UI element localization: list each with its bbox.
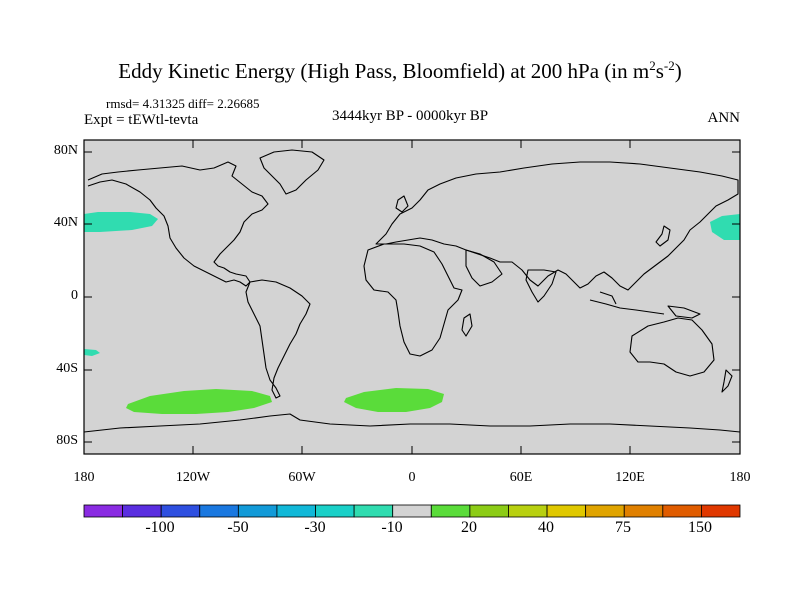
coastline-greenland bbox=[259, 149, 325, 195]
coastline-india bbox=[525, 269, 557, 303]
colorbar-label: 20 bbox=[461, 519, 477, 536]
lat-tick-label: 40S bbox=[56, 361, 78, 376]
coastline-north-america bbox=[87, 161, 269, 287]
colorbar-box bbox=[585, 504, 625, 518]
colorbar-label: 150 bbox=[688, 519, 712, 536]
colorbar-box bbox=[701, 504, 741, 518]
period-label: 3444kyr BP - 0000kyr BP bbox=[331, 108, 489, 124]
coastline-japan bbox=[655, 225, 671, 247]
colorbar-box bbox=[315, 504, 355, 518]
lat-tick-label: 80N bbox=[53, 143, 78, 158]
north-pacific-anomaly-east bbox=[710, 214, 740, 240]
plot-title: Eddy Kinetic Energy (High Pass, Bloomfie… bbox=[118, 58, 682, 83]
colorbar-box bbox=[623, 504, 664, 518]
lon-tick-label: 60E bbox=[509, 470, 533, 485]
colorbar-box bbox=[662, 504, 702, 518]
coastline-uk bbox=[395, 195, 409, 213]
colorbar-box bbox=[160, 504, 201, 518]
colorbar-label: 75 bbox=[615, 519, 631, 536]
colorbar-label: -50 bbox=[227, 519, 249, 536]
colorbar-box bbox=[353, 504, 394, 518]
coastline-africa bbox=[363, 243, 463, 357]
coastline-indonesia bbox=[589, 291, 665, 315]
colorbar-label: -100 bbox=[145, 519, 175, 536]
experiment-label: Expt = tEWtl-tevta bbox=[84, 112, 199, 128]
colorbar-box bbox=[83, 504, 123, 518]
colorbar-label: -10 bbox=[381, 519, 403, 536]
coastline-antarctica bbox=[83, 413, 741, 433]
lon-tick-label: 180 bbox=[729, 470, 751, 485]
axis-ticks bbox=[84, 140, 740, 454]
colorbar-box bbox=[199, 504, 239, 518]
south-pacific-anomaly bbox=[126, 389, 272, 414]
colorbar-box bbox=[237, 504, 278, 518]
lat-tick-label: 0 bbox=[71, 288, 78, 303]
colorbar-label: -30 bbox=[304, 519, 326, 536]
colorbar bbox=[83, 504, 741, 518]
colorbar-label: 40 bbox=[538, 519, 554, 536]
lat-tick-label: 80S bbox=[56, 433, 78, 448]
colorbar-box bbox=[122, 504, 162, 518]
north-pacific-anomaly-west bbox=[84, 212, 158, 232]
coastline-australia bbox=[629, 317, 715, 377]
coastline-new-zealand bbox=[721, 369, 733, 393]
coastline-madagascar bbox=[461, 313, 473, 337]
colorbar-box bbox=[546, 504, 587, 518]
south-pacific-small-anomaly bbox=[84, 349, 100, 356]
colorbar-box bbox=[392, 504, 432, 518]
rmsd-stats: rmsd= 4.31325 diff= 2.26685 bbox=[106, 96, 260, 111]
lat-tick-label: 40N bbox=[53, 215, 78, 230]
lon-tick-label: 60W bbox=[288, 470, 316, 485]
coastline-south-america bbox=[245, 279, 311, 399]
colorbar-box bbox=[430, 504, 471, 518]
south-atlantic-anomaly bbox=[344, 388, 444, 412]
lon-tick-label: 0 bbox=[408, 470, 416, 485]
coastline-arabia bbox=[465, 249, 503, 287]
colorbar-box bbox=[469, 504, 509, 518]
coastline-europe-asia bbox=[375, 161, 739, 291]
season-label: ANN bbox=[707, 110, 741, 126]
lon-tick-label: 180 bbox=[73, 470, 95, 485]
colorbar-box bbox=[276, 504, 316, 518]
lon-tick-label: 120E bbox=[615, 470, 645, 485]
coastline-new-guinea bbox=[667, 305, 701, 319]
lon-tick-label: 120W bbox=[175, 470, 211, 485]
colorbar-box bbox=[508, 504, 548, 518]
coastlines bbox=[83, 149, 741, 433]
